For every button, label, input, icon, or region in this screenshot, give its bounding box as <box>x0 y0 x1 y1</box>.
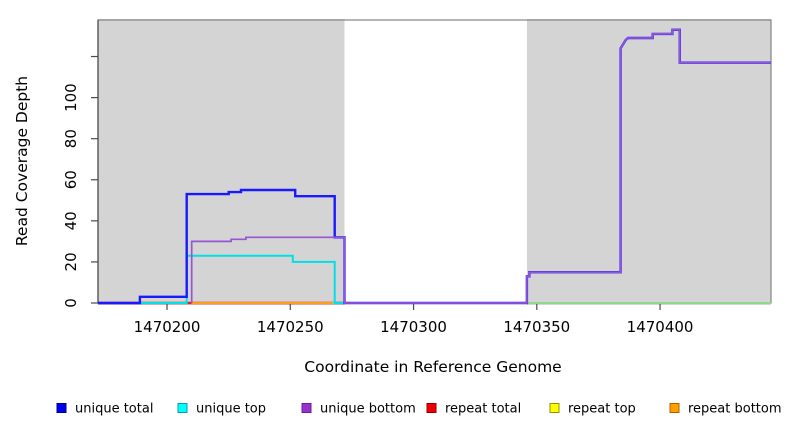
x-tick-label: 1470200 <box>134 318 201 336</box>
legend-label-unique-top: unique top <box>196 402 266 417</box>
legend-label-repeat-total: repeat total <box>445 402 521 417</box>
x-tick-label: 1470300 <box>380 318 447 336</box>
y-tick-label: 60 <box>62 170 80 189</box>
legend-swatch-unique-total <box>56 403 67 413</box>
legend-swatch-repeat-top <box>549 403 560 413</box>
y-tick-label: 40 <box>62 211 80 230</box>
y-tick-label: 80 <box>62 129 80 148</box>
legend-label-unique-bottom: unique bottom <box>320 402 416 417</box>
legend-swatch-unique-top <box>177 403 188 413</box>
series-line-unique-bottom <box>190 28 771 304</box>
y-tick-label: 20 <box>62 252 80 271</box>
chart-legend: unique total unique top unique bottom repea… <box>56 402 782 417</box>
y-tick-label: 100 <box>62 83 80 112</box>
shaded-region <box>526 19 771 305</box>
y-tick-label: 0 <box>62 298 80 308</box>
legend-swatch-repeat-bottom <box>669 403 680 413</box>
legend-label-unique-total: unique total <box>75 402 153 417</box>
x-axis-title: Coordinate in Reference Genome <box>304 358 561 376</box>
legend-swatch-unique-bottom <box>301 403 312 413</box>
x-tick-label: 1470400 <box>627 318 694 336</box>
y-axis-title: Read Coverage Depth <box>13 76 31 246</box>
legend-label-repeat-top: repeat top <box>568 402 636 417</box>
x-tick-label: 1470250 <box>257 318 324 336</box>
chart-plot-area: 1470200 1470250 1470300 1470350 1470400 0 20 40… <box>62 19 772 336</box>
legend-label-repeat-bottom: repeat bottom <box>688 402 782 417</box>
shaded-region <box>98 19 345 305</box>
legend-swatch-repeat-total <box>426 403 437 413</box>
x-tick-label: 1470350 <box>503 318 570 336</box>
